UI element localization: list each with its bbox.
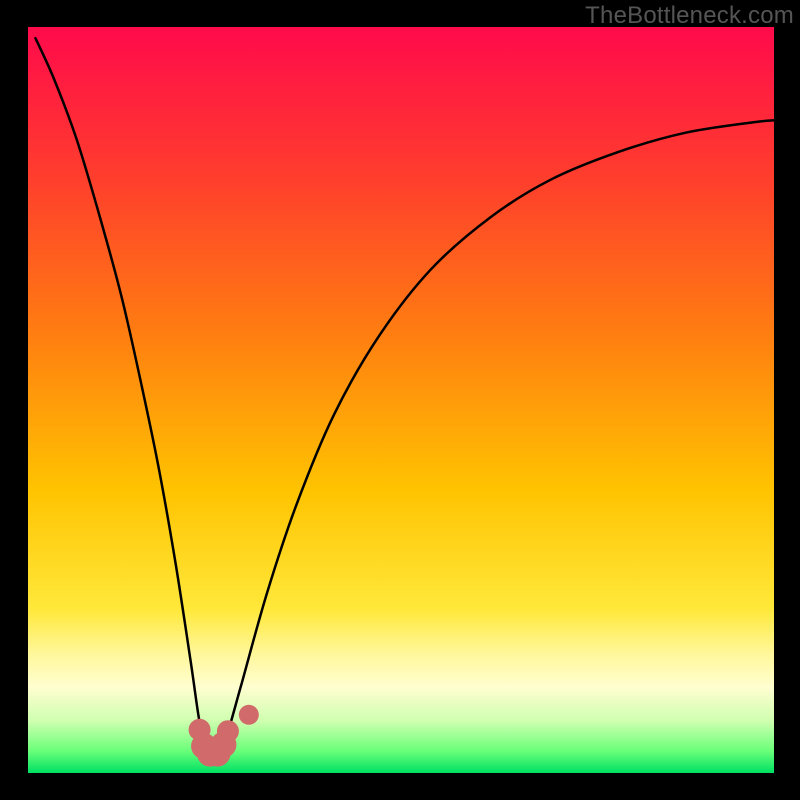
chart-root: TheBottleneck.com	[0, 0, 800, 800]
curve-marker	[217, 720, 239, 742]
curve-marker	[239, 705, 259, 725]
watermark-text: TheBottleneck.com	[585, 2, 794, 30]
bottleneck-chart	[0, 0, 800, 800]
